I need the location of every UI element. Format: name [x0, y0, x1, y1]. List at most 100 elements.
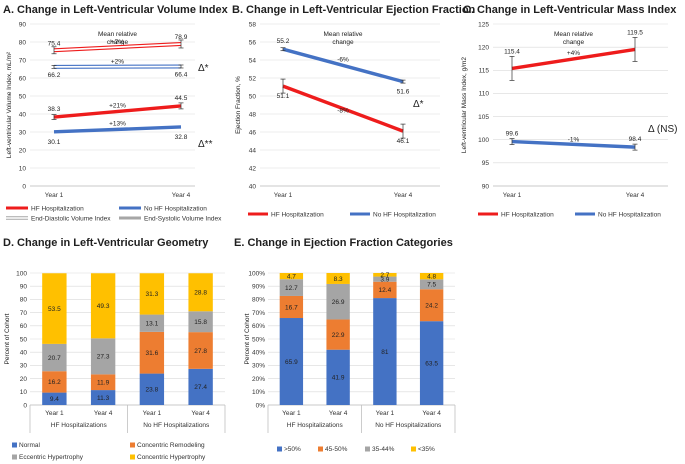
series-line: [282, 84, 404, 133]
series-line-inner: [53, 43, 182, 52]
legend-label: No HF Hospitalization: [598, 212, 661, 219]
legend-label: HF Hospitalization: [271, 212, 324, 219]
bar-segment: [139, 314, 165, 332]
data-label: 30.1: [48, 139, 61, 146]
y-tick-label: 50%: [252, 336, 265, 343]
y-tick-label: 58: [249, 21, 257, 28]
legend-label: 35-44%: [372, 446, 395, 453]
bar-segment: [419, 321, 444, 405]
group-label: No HF Hospitalizations: [143, 422, 210, 429]
bar-segment: [419, 279, 444, 290]
data-label: 99.6: [506, 131, 519, 138]
legend-label: HF Hospitalization: [31, 206, 84, 213]
panel-d-chart: 0 10 20 30 40 50 60 70 80 90 100 Percent of Cohort 9…: [4, 270, 226, 461]
bar-value-label: 11.9: [97, 380, 110, 387]
y-tick-label: 40%: [252, 350, 265, 357]
y-tick-label: 70: [19, 57, 27, 64]
panel-b-chart: 40 42 44 46 48 50 52 54 56 58 Year 1 Year 4 Ejection…: [235, 21, 440, 219]
y-tick-label: 44: [249, 147, 257, 154]
x-tick-label: Year 1: [274, 192, 293, 199]
bar-value-label: 2.7: [380, 272, 389, 279]
significance-marker: Δ (NS): [648, 124, 677, 135]
mean-change-header: change: [107, 39, 129, 46]
panel-e-title: E. Change in Ejection Fraction Categorie…: [234, 237, 453, 249]
y-tick-label: 0: [23, 402, 27, 409]
y-tick-label: 100: [478, 137, 489, 144]
x-tick-label: Year 1: [503, 192, 522, 199]
relative-change-label: +13%: [109, 120, 126, 127]
bar-value-label: 15.8: [194, 319, 207, 326]
y-tick-label: 60: [19, 75, 27, 82]
bar-value-label: 12.7: [285, 285, 298, 292]
bar-value-label: 31.6: [146, 350, 159, 357]
data-label: 66.4: [175, 71, 188, 78]
y-tick-label: 90: [20, 284, 28, 291]
bar-value-label: 8.3: [334, 276, 343, 283]
legend-swatch: [130, 454, 135, 460]
bar-value-label: 9.4: [50, 396, 59, 403]
data-label: 98.4: [629, 136, 642, 143]
y-tick-label: 110: [479, 91, 490, 98]
bar-value-label: 31.3: [146, 291, 159, 298]
bar-value-label: 27.4: [194, 384, 207, 391]
mean-change-header: Mean relative: [98, 31, 137, 38]
group-label: HF Hospitalizations: [51, 422, 108, 429]
mean-change-header: change: [332, 39, 354, 46]
y-tick-label: 10: [19, 165, 27, 172]
x-tick-label: Year 4: [191, 410, 210, 417]
y-tick-label: 90%: [252, 284, 265, 291]
series-line: [53, 125, 182, 134]
legend-label: Concentric Hypertrophy: [137, 454, 206, 461]
bar-segment: [139, 331, 165, 374]
bar-value-label: 65.9: [285, 359, 298, 366]
bar-segment: [279, 279, 304, 296]
panel-b-title: B. Change in Left-Ventricular Ejection F…: [232, 4, 476, 16]
x-tick-label: Year 4: [626, 192, 645, 199]
y-tick-label: 80: [19, 39, 27, 46]
y-tick-label: 70%: [252, 310, 265, 317]
series-line: [282, 47, 404, 84]
bar-segment: [90, 273, 116, 339]
panel-a-chart: 0 10 20 30 40 50 60 70 80 90 Year 1 Year 4 Left-vent…: [6, 21, 222, 223]
bar-value-label: 16.7: [285, 304, 298, 311]
y-axis-label: Percent of Cohort: [4, 313, 11, 364]
bar-segment: [139, 373, 165, 405]
significance-marker: Δ*: [198, 63, 209, 74]
bar-segment: [419, 273, 444, 280]
y-tick-label: 0%: [256, 402, 266, 409]
y-tick-label: 50: [19, 93, 27, 100]
panel-d-title: D. Change in Left-Ventricular Geometry: [3, 237, 209, 249]
y-tick-label: 54: [249, 57, 257, 64]
bar-value-label: 12.4: [379, 287, 392, 294]
significance-marker: Δ*: [413, 99, 424, 110]
bar-segment: [373, 298, 397, 405]
bar-value-label: 20.7: [48, 355, 61, 362]
panel-e-chart: 0% 10% 20% 30% 40% 50% 60% 70% 80% 90% 100% Percent…: [244, 270, 456, 453]
y-tick-label: 105: [478, 114, 489, 121]
legend-swatch: [130, 442, 135, 448]
bar-value-label: 27.8: [194, 348, 207, 355]
y-tick-label: 46: [249, 129, 257, 136]
x-tick-label: Year 4: [172, 192, 191, 199]
legend-swatch: [277, 446, 282, 452]
panel-c-chart: 90 95 100 105 110 115 120 125 Year 1 Year 4 Left-v…: [461, 21, 677, 218]
legend-label: Concentric Remodeling: [137, 442, 205, 449]
y-tick-label: 70: [20, 310, 28, 317]
y-tick-label: 120: [478, 44, 489, 51]
y-tick-label: 56: [249, 39, 257, 46]
bar-value-label: 16.2: [48, 379, 61, 386]
x-tick-label: Year 4: [394, 192, 413, 199]
y-tick-label: 10: [20, 389, 28, 396]
group-label: HF Hospitalizations: [287, 422, 344, 429]
legend-label: Eccentric Hypertrophy: [19, 454, 84, 461]
y-tick-label: 115: [479, 68, 490, 75]
x-tick-label: Year 1: [376, 410, 395, 417]
bar-segment: [279, 273, 304, 280]
y-axis-label: Left-ventricular Mass Index, g/m2: [461, 57, 468, 153]
x-tick-label: Year 1: [143, 410, 162, 417]
y-axis-label: Percent of Cohort: [244, 313, 251, 364]
y-tick-label: 40: [20, 350, 28, 357]
data-label: 115.4: [504, 48, 520, 55]
y-tick-label: 40: [249, 183, 257, 190]
bar-value-label: 63.5: [425, 360, 438, 367]
